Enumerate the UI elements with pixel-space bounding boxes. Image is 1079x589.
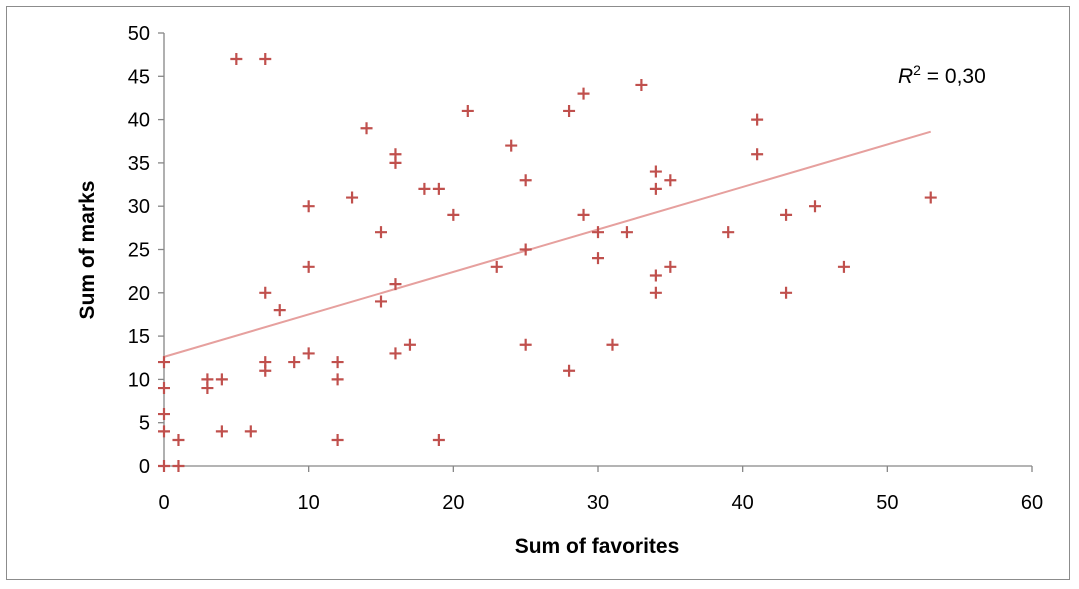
y-tick-label: 50 [128, 23, 150, 45]
data-point [302, 260, 315, 273]
data-point [158, 408, 170, 421]
trendline [163, 130, 932, 358]
data-point [722, 226, 735, 239]
data-point [649, 269, 662, 282]
data-point [158, 460, 170, 472]
data-point [403, 338, 416, 351]
data-points [158, 52, 937, 472]
data-point [230, 52, 243, 65]
data-point [432, 434, 445, 447]
data-point [780, 208, 793, 221]
data-point [924, 191, 937, 204]
data-point [751, 148, 764, 161]
data-point [273, 304, 286, 317]
y-tick-label: 45 [128, 66, 150, 88]
x-tick-label: 60 [1021, 492, 1043, 514]
x-axis-title: Sum of favorites [515, 535, 680, 558]
data-point [780, 286, 793, 299]
x-tick-label: 50 [876, 492, 898, 514]
data-point [158, 356, 170, 369]
data-point [809, 200, 821, 213]
x-tick-label: 10 [298, 492, 320, 514]
data-point [215, 425, 228, 438]
y-tick-label: 10 [128, 369, 150, 391]
data-point [751, 113, 764, 126]
data-point [649, 286, 662, 299]
data-point [288, 356, 301, 369]
x-tick-label: 30 [587, 492, 609, 514]
data-point [331, 356, 344, 369]
data-point [244, 425, 257, 438]
axes: 0 5 10 15 20 25 30 35 40 45 50 0 10 20 30 40 50 60 [128, 23, 1043, 514]
y-tick-label: 35 [128, 153, 150, 175]
data-point [418, 182, 431, 195]
data-point [389, 156, 402, 169]
data-point [158, 425, 170, 438]
data-point [302, 347, 315, 360]
data-point [302, 200, 315, 213]
x-tick-label: 0 [158, 492, 169, 514]
data-point [505, 139, 518, 152]
data-point [331, 373, 344, 386]
data-point [577, 208, 590, 221]
chart-frame [6, 6, 1070, 580]
r-value: = 0,30 [921, 65, 986, 88]
data-point [519, 174, 532, 187]
r-superscript: 2 [913, 62, 921, 78]
y-tick-label: 0 [139, 456, 150, 478]
y-tick-label: 15 [128, 326, 150, 348]
y-tick-label: 30 [128, 196, 150, 218]
data-point [389, 278, 402, 291]
y-axis-title: Sum of marks [76, 181, 99, 320]
data-point [577, 87, 590, 100]
data-point [375, 295, 387, 308]
data-point [201, 373, 214, 386]
data-point [649, 165, 662, 178]
x-tick-label: 20 [442, 492, 464, 514]
data-point [519, 243, 532, 256]
data-point [490, 260, 503, 273]
y-tick-label: 25 [128, 240, 150, 262]
r-symbol: R [898, 65, 913, 88]
trendline-group [163, 130, 932, 358]
data-point [649, 182, 662, 195]
data-point [259, 52, 272, 65]
data-point [592, 252, 604, 265]
data-point [563, 364, 576, 377]
data-point [635, 78, 648, 91]
y-tick-label: 20 [128, 283, 150, 305]
y-tick-label: 40 [128, 110, 150, 132]
data-point [158, 382, 170, 395]
data-point [259, 286, 272, 299]
data-point [592, 226, 604, 239]
data-point [837, 260, 850, 273]
data-point [259, 364, 272, 377]
data-point [664, 260, 677, 273]
data-point [331, 434, 344, 447]
r-squared-annotation: R2 = 0,30 [898, 62, 986, 88]
x-tick-label: 40 [732, 492, 754, 514]
y-tick-label: 5 [139, 413, 150, 435]
data-point [519, 338, 532, 351]
data-point [346, 191, 359, 204]
data-point [432, 182, 445, 195]
data-point [389, 347, 402, 360]
data-point [215, 373, 228, 386]
data-point [461, 104, 474, 117]
data-point [563, 104, 576, 117]
data-point [172, 434, 185, 447]
data-point [664, 174, 677, 187]
data-point [375, 226, 387, 239]
data-point [620, 226, 633, 239]
data-point [447, 208, 460, 221]
data-point [172, 460, 185, 472]
data-point [360, 122, 373, 135]
data-point [606, 338, 619, 351]
